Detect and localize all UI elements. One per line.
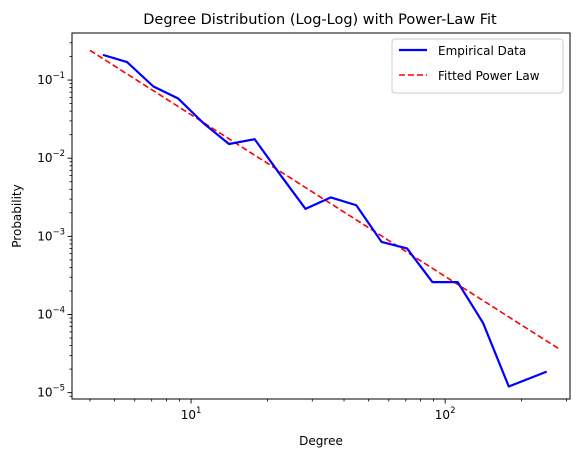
- x-axis-ticks: 101 102: [89, 399, 567, 422]
- x-axis-label: Degree: [299, 434, 343, 448]
- y-axis-ticks: 10−5 10−4 10−3 10−2 10−1: [37, 42, 72, 400]
- y-tick-label: 10−5: [37, 384, 65, 400]
- x-tick-label: 101: [181, 406, 202, 422]
- series-layer: [89, 49, 560, 388]
- series-line-empirical-data: [102, 53, 548, 388]
- chart-title: Degree Distribution (Log-Log) with Power…: [143, 12, 497, 28]
- legend-box: [391, 38, 564, 94]
- legend-label-empirical: Empirical Data: [438, 44, 526, 58]
- y-tick-label: 10−1: [37, 71, 65, 87]
- x-tick-label: 102: [435, 406, 456, 422]
- legend-label-fit: Fitted Power Law: [438, 69, 540, 83]
- y-axis-label: Probability: [10, 184, 24, 247]
- y-tick-label: 10−2: [37, 149, 65, 165]
- y-tick-label: 10−3: [37, 227, 65, 243]
- legend: Empirical Data Fitted Power Law: [391, 38, 564, 94]
- plot-area: [71, 32, 571, 400]
- y-tick-label: 10−4: [37, 306, 65, 322]
- series-line-fitted-power-law: [89, 49, 560, 350]
